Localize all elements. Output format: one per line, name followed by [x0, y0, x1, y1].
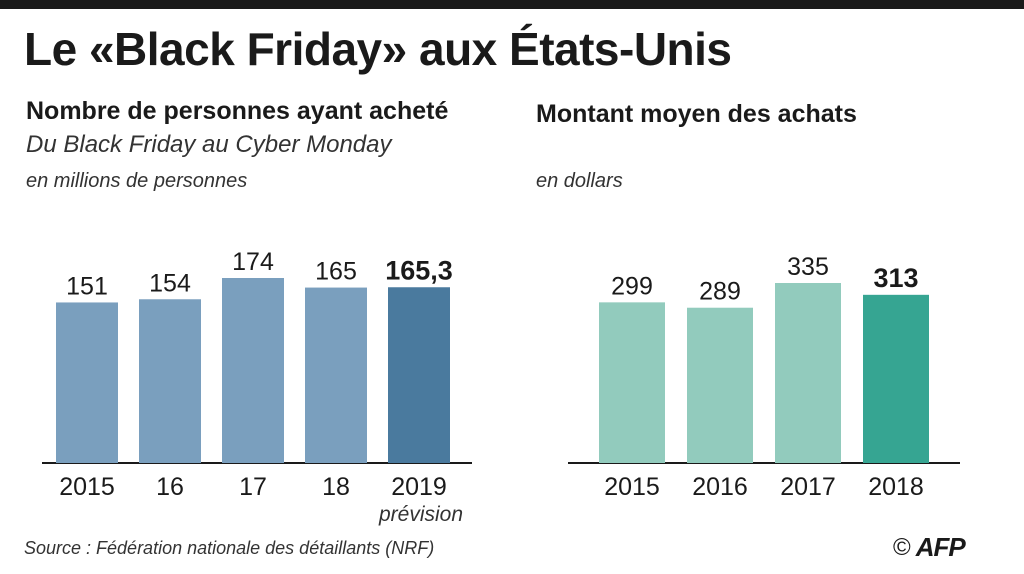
left-chart-unit: en millions de personnes [26, 170, 248, 192]
chart-0-value-label: 165,3 [385, 255, 453, 285]
chart-0-bar [139, 299, 201, 463]
chart-1-bar [863, 294, 929, 463]
chart-0-tick-label: 2019 [391, 473, 447, 501]
chart-0-bar [56, 302, 118, 463]
left-chart-title: Nombre de personnes ayant acheté [26, 97, 449, 125]
chart-0-value-label: 151 [66, 272, 108, 300]
page-title: Le «Black Friday» aux États-Unis [24, 23, 732, 75]
chart-1-tick-label: 2018 [868, 473, 924, 501]
chart-1-value-label: 289 [699, 278, 741, 306]
credit: © AFP [893, 532, 966, 563]
right-bar-chart: 299 2015 289 2016 335 2017 313 2018 [568, 253, 960, 501]
afp-logo: AFP [915, 532, 966, 562]
chart-0-bar [222, 278, 284, 463]
chart-1-tick-label: 2016 [692, 473, 748, 501]
chart-1-bar [599, 302, 665, 463]
chart-1-value-label: 299 [611, 272, 653, 300]
source-note: Source : Fédération nationale des détail… [24, 538, 435, 558]
chart-1-value-label: 313 [873, 263, 918, 293]
chart-0-tick-label: 17 [239, 473, 267, 501]
chart-0-value-label: 174 [232, 248, 274, 276]
chart-1-bar [775, 283, 841, 463]
chart-1-tick-label: 2015 [604, 473, 660, 501]
chart-0-value-label: 154 [149, 269, 191, 297]
right-chart-unit: en dollars [536, 170, 623, 192]
chart-1-tick-label: 2017 [780, 473, 836, 501]
copyright-symbol: © [893, 533, 911, 561]
chart-0-bar [305, 287, 367, 463]
chart-0-tick-label: 16 [156, 473, 184, 501]
chart-0-category-note: prévision [378, 503, 463, 526]
right-chart-title: Montant moyen des achats [536, 100, 857, 128]
chart-0-bar [388, 287, 450, 463]
chart-0-tick-label: 2015 [59, 473, 115, 501]
chart-0-tick-label: 18 [322, 473, 350, 501]
top-rule [0, 0, 1024, 9]
chart-0-value-label: 165 [315, 258, 357, 286]
left-chart-subtitle: Du Black Friday au Cyber Monday [26, 131, 392, 158]
chart-1-bar [687, 307, 753, 463]
chart-1-value-label: 335 [787, 253, 829, 281]
